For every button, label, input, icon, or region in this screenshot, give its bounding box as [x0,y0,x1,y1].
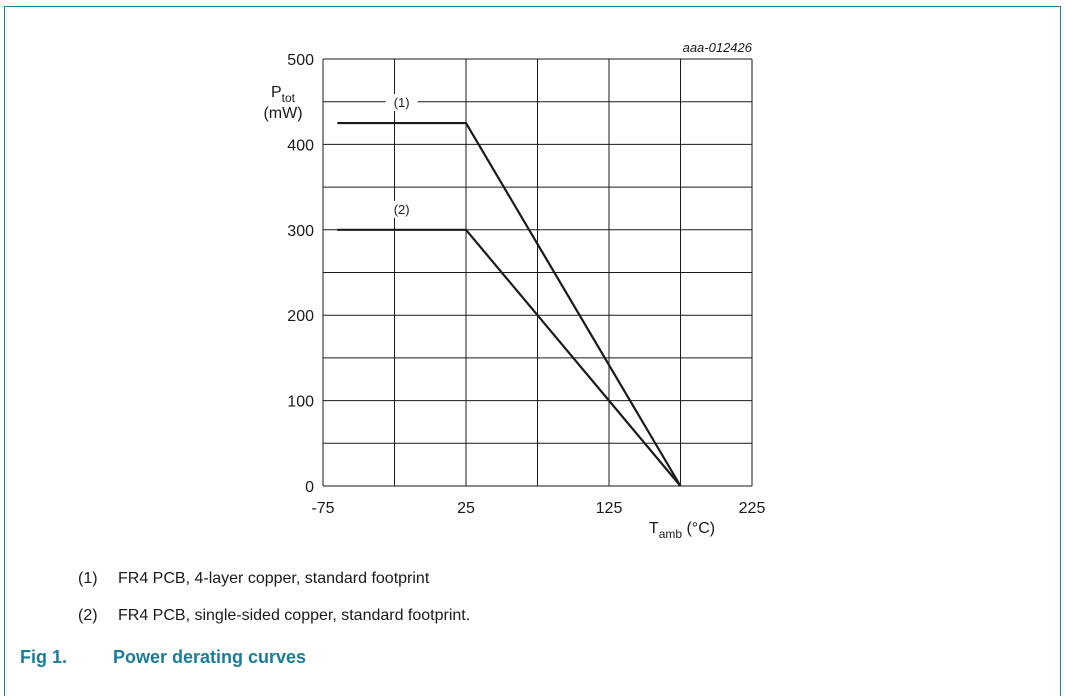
series-label-background [385,94,418,112]
x-tick-label: 125 [596,500,623,517]
y-tick-label: 200 [287,308,314,325]
note-number: (1) [78,570,98,587]
y-tick-label: 300 [287,223,314,240]
note-text: FR4 PCB, single-sided copper, standard f… [118,607,471,624]
x-tick-labels: -75 25 125 225 [311,500,765,517]
note-2: (2) FR4 PCB, single-sided copper, standa… [78,607,470,644]
y-tick-label: 0 [305,479,314,496]
y-axis-label: Ptot [271,84,296,105]
figure-label: Fig 1. [20,647,68,667]
y-tick-label: 400 [287,137,314,154]
derating-chart: 0 100 200 300 400 500 -75 25 125 225 (1) (2) aaa-… [263,40,765,541]
x-tick-label: 25 [457,500,475,517]
note-1: (1) FR4 PCB, 4-layer copper, standard fo… [78,570,470,607]
y-tick-label: 500 [287,52,314,69]
note-text: FR4 PCB, 4-layer copper, standard footpr… [118,570,430,587]
figure-caption: Fig 1. Power derating curves [20,647,306,668]
series-line-1 [337,121,682,487]
notes-list: (1) FR4 PCB, 4-layer copper, standard fo… [78,570,470,644]
y-tick-label: 100 [287,394,314,411]
figure-id: aaa-012426 [683,40,753,55]
chart-series: (1) (2) [337,94,682,487]
series-line-2 [337,228,682,487]
y-tick-labels: 0 100 200 300 400 500 [287,52,314,496]
note-number: (2) [78,607,98,624]
y-axis-unit: (mW) [263,105,302,122]
series-label-background [385,200,418,218]
series-label-1: (1) [394,95,410,110]
figure-title: Power derating curves [113,647,307,667]
series-label-2: (2) [394,202,410,217]
x-tick-label: 225 [739,500,766,517]
figure-frame [4,6,1061,696]
x-axis-label: Tamb (°C) [649,520,715,541]
x-tick-label: -75 [311,500,334,517]
